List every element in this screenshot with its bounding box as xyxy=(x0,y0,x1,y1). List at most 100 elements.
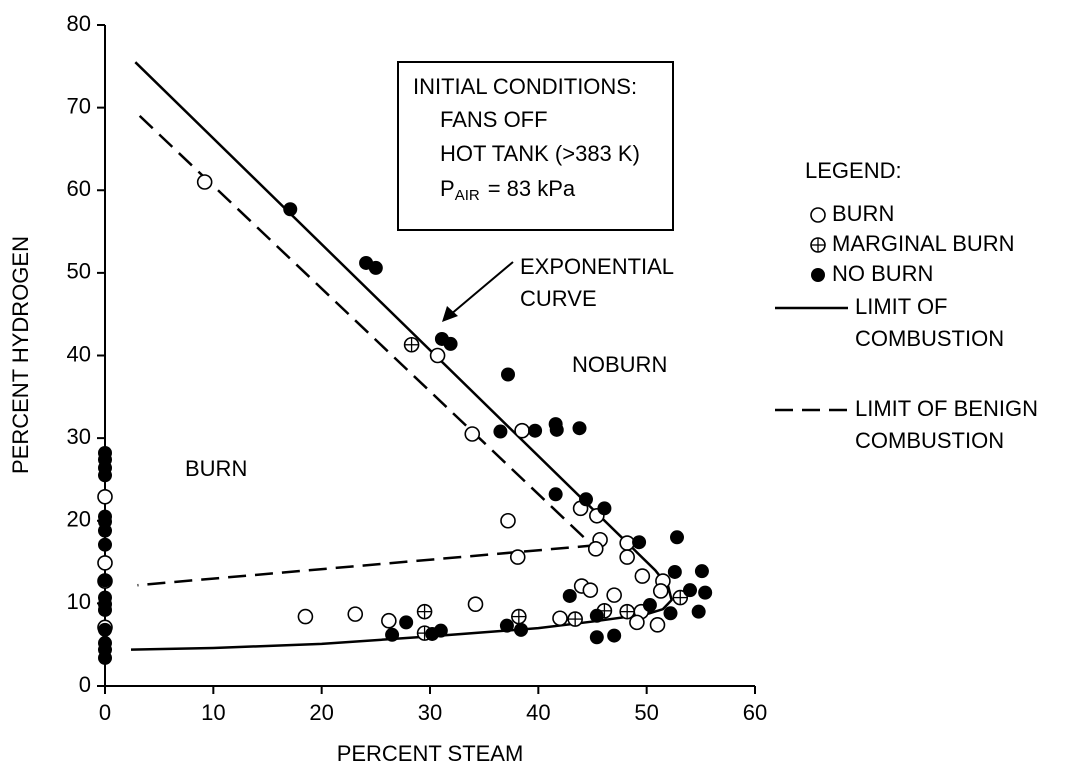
point xyxy=(587,541,604,557)
point xyxy=(464,426,481,442)
x-tick-label: 30 xyxy=(418,700,442,725)
point-outline xyxy=(97,488,113,505)
y-tick-label: 30 xyxy=(67,424,91,449)
point xyxy=(582,582,599,598)
conditions-line: FANS OFF xyxy=(440,107,548,132)
point xyxy=(670,530,684,545)
point xyxy=(416,603,433,620)
point-outline xyxy=(587,541,604,557)
conditions-box xyxy=(397,61,674,231)
point xyxy=(607,628,622,643)
point xyxy=(619,549,635,565)
point-outline xyxy=(509,549,526,565)
point xyxy=(691,604,706,619)
point-outline xyxy=(381,612,397,629)
point xyxy=(548,487,563,502)
point xyxy=(98,650,112,665)
point xyxy=(619,535,635,551)
point xyxy=(499,618,514,633)
point xyxy=(632,535,647,550)
point xyxy=(683,583,697,598)
point xyxy=(98,602,112,617)
point-outline xyxy=(467,596,484,613)
point xyxy=(694,564,709,579)
point xyxy=(399,615,414,630)
conditions-line: HOT TANK (>383 K) xyxy=(440,141,640,166)
x-tick-label: 20 xyxy=(309,700,333,725)
legend-marker xyxy=(810,237,826,253)
point-outline xyxy=(552,610,568,627)
point xyxy=(698,585,713,600)
point xyxy=(347,606,364,622)
point xyxy=(429,347,446,364)
y-tick-label: 40 xyxy=(67,341,91,366)
point xyxy=(98,622,112,637)
arrow-head xyxy=(442,306,458,322)
point xyxy=(98,523,112,538)
legend-label: BURN xyxy=(832,201,894,226)
point-outline xyxy=(582,582,599,598)
point xyxy=(528,423,543,438)
point-outline xyxy=(810,207,826,223)
x-tick-label: 50 xyxy=(634,700,658,725)
point xyxy=(514,622,528,637)
point xyxy=(652,583,669,599)
y-tick-label: 10 xyxy=(67,589,91,614)
point-outline xyxy=(619,549,635,565)
pressure-subscript: AIR xyxy=(455,187,480,204)
conditions-pressure: PAIR = 83 kPa xyxy=(440,176,576,204)
pressure-text: = 83 kPa xyxy=(488,176,576,201)
point xyxy=(443,336,458,351)
y-tick-label: 70 xyxy=(67,93,91,118)
point-outline xyxy=(196,174,213,190)
point xyxy=(642,598,657,613)
legend-marker xyxy=(810,207,826,223)
legend-title: LEGEND: xyxy=(805,158,902,183)
point xyxy=(511,608,527,625)
point xyxy=(381,612,397,629)
point xyxy=(634,568,651,584)
point xyxy=(567,611,583,627)
point-outline xyxy=(649,617,666,633)
x-tick-label: 60 xyxy=(743,700,767,725)
point-outline xyxy=(97,555,113,571)
x-tick-label: 10 xyxy=(201,700,225,725)
point-outline xyxy=(619,535,635,551)
arrow-label: EXPONENTIAL xyxy=(520,254,674,279)
y-tick-label: 0 xyxy=(79,672,91,697)
x-axis-label: PERCENT STEAM xyxy=(337,741,524,766)
pressure-symbol: P xyxy=(440,176,455,201)
point xyxy=(509,549,526,565)
point xyxy=(283,202,298,217)
legend-label: LIMIT OF BENIGN xyxy=(855,396,1038,421)
point xyxy=(403,336,420,353)
arrow-label: CURVE xyxy=(520,286,597,311)
legend-label: NO BURN xyxy=(832,261,933,286)
point-outline xyxy=(347,606,364,622)
y-tick-label: 60 xyxy=(67,176,91,201)
point-outline xyxy=(629,614,645,631)
x-tick-label: 0 xyxy=(99,700,111,725)
y-tick-label: 20 xyxy=(67,507,91,532)
legend-marker xyxy=(811,268,825,282)
point xyxy=(385,627,400,642)
y-tick-label: 80 xyxy=(67,11,91,36)
point xyxy=(597,501,612,516)
point xyxy=(606,587,622,603)
point xyxy=(514,422,530,439)
point xyxy=(549,422,564,437)
point xyxy=(500,512,516,529)
point xyxy=(97,488,113,505)
point-outline xyxy=(429,347,446,364)
point-outline xyxy=(514,422,530,439)
point xyxy=(663,606,678,621)
legend-label: MARGINAL BURN xyxy=(832,231,1015,256)
x-tick-label: 40 xyxy=(526,700,550,725)
point xyxy=(649,617,666,633)
y-axis-label: PERCENT HYDROGEN xyxy=(8,236,33,474)
point-outline xyxy=(500,512,516,529)
point-outline xyxy=(606,587,622,603)
y-tick-label: 50 xyxy=(67,259,91,284)
region-label: NOBURN xyxy=(572,352,667,377)
